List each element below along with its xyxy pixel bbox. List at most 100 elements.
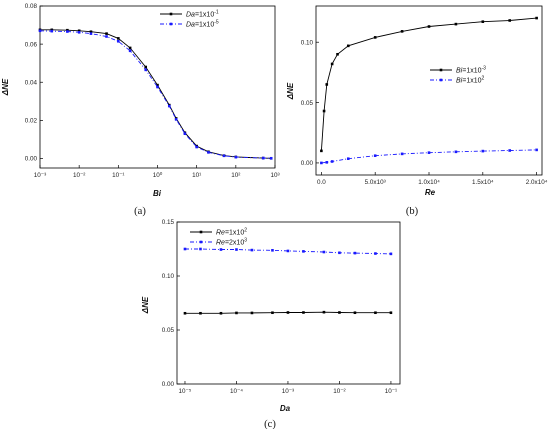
series-point (389, 311, 393, 315)
series-point (250, 311, 254, 315)
series-point (38, 29, 42, 33)
legend-marker (169, 22, 173, 26)
series-point (271, 311, 274, 315)
series-point (199, 311, 202, 315)
legend-marker (439, 78, 443, 82)
series-point (286, 311, 290, 314)
series-point (128, 46, 132, 50)
series-point (481, 149, 485, 153)
x-tick-label: 2.0x10⁴ (526, 179, 548, 186)
chart-panel-2: 0.00 0.05 0.10 0.0 5.0x10³ 1.0x10⁴ 1.5x10⁴ 2.0x… (286, 5, 548, 217)
legend-label: Da=1x10-5 (186, 20, 219, 29)
series-point (117, 37, 120, 40)
series-line-1 (40, 29, 272, 159)
series-point (322, 250, 326, 254)
panel-tag: (c) (264, 419, 276, 429)
x-tick-label: 10⁻¹ (112, 172, 124, 179)
series-point (89, 30, 93, 34)
series-point (261, 156, 265, 160)
series-point (235, 248, 238, 251)
series-point (183, 247, 187, 251)
series-point (219, 248, 223, 251)
series-point (302, 311, 305, 314)
series-point (66, 30, 69, 33)
series-line-1 (320, 17, 537, 151)
plot-frame (176, 221, 401, 385)
series-point (144, 68, 148, 72)
x-tick-label: 10³ (270, 172, 279, 179)
series-point (219, 311, 223, 315)
y-axis-label: ΔNE (286, 82, 295, 100)
panel-tag: (a) (134, 206, 146, 217)
series-point (454, 150, 458, 154)
series-point (234, 155, 238, 159)
series-point (183, 132, 187, 135)
series-point (338, 251, 341, 255)
series-point (535, 16, 538, 20)
x-tick-label: 10⁻³ (34, 172, 46, 179)
legend-marker (439, 68, 443, 72)
series-point (320, 161, 323, 165)
series-point (330, 62, 334, 66)
x-tick-label: 5.0x10³ (365, 179, 386, 186)
legend-marker (169, 12, 173, 16)
x-tick-label: 1.0x10⁴ (418, 179, 440, 186)
legend-label: Re=1x102 (216, 228, 247, 237)
series-line-2 (39, 30, 272, 159)
y-tick-label: 0.04 (25, 79, 38, 86)
series-point (373, 36, 377, 39)
x-axis-label: Da (280, 404, 291, 413)
series-point (322, 109, 326, 113)
x-tick-label: 10⁻⁵ (178, 388, 191, 395)
series-point (481, 20, 485, 23)
series-point (250, 248, 254, 252)
series-point (330, 160, 334, 163)
series-point (128, 49, 132, 53)
series-point (269, 156, 273, 160)
legend-label: Bi=1x102 (456, 76, 485, 85)
y-tick-label: 0.05 (301, 100, 314, 107)
series-point (156, 83, 159, 87)
series-point (320, 149, 323, 153)
series-point (199, 247, 202, 251)
y-tick-label: 0.06 (25, 41, 38, 48)
series-point (195, 145, 198, 149)
panel-tag: (b) (406, 206, 419, 217)
y-tick-label: 0.00 (301, 160, 314, 167)
series-point (427, 151, 431, 154)
series-point (66, 28, 69, 32)
series-point (336, 52, 339, 56)
y-tick-label: 0.00 (25, 156, 38, 163)
series-point (286, 249, 290, 253)
series-point (454, 22, 458, 26)
series-point (89, 32, 93, 35)
series-point (508, 19, 512, 22)
y-tick-label: 0.00 (162, 381, 175, 388)
y-tick-label: 0.10 (162, 273, 175, 280)
series-point (105, 35, 108, 38)
series-point (117, 39, 120, 43)
x-tick-label: 10⁻³ (282, 388, 294, 395)
chart-panel-3: 0.00 0.05 0.10 0.15 10⁻⁵ 10⁻⁴ 10⁻³ 10⁻² 10⁻¹ ΔNE D… (141, 219, 401, 429)
series-point (183, 311, 187, 315)
x-tick-label: 10⁰ (153, 172, 163, 179)
series-point (374, 311, 377, 315)
series-point (325, 161, 329, 164)
y-axis-label: ΔNE (141, 296, 150, 314)
series-point (271, 248, 274, 252)
series-point (508, 149, 512, 152)
legend-label: Bi=1x10-3 (456, 66, 486, 75)
series-point (105, 32, 108, 35)
series-point (325, 83, 329, 86)
y-tick-label: 0.15 (162, 219, 175, 226)
x-axis-label: Re (425, 188, 436, 197)
series-point (77, 29, 81, 33)
x-tick-label: 1.5x10⁴ (472, 179, 494, 186)
series-point (400, 152, 404, 156)
y-tick-label: 0.10 (301, 39, 314, 46)
y-tick-label: 0.02 (25, 118, 38, 125)
x-tick-label: 10² (231, 172, 240, 179)
series-point (373, 154, 377, 157)
series-point (50, 29, 54, 33)
